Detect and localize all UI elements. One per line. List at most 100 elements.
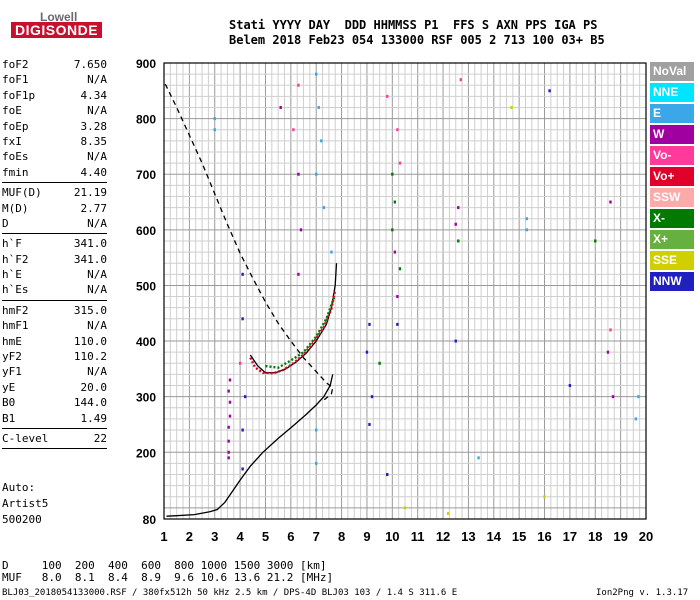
- x-tick-label: 18: [588, 529, 602, 544]
- param-row: h`F2 341.0: [2, 252, 107, 267]
- data-point: [330, 250, 333, 254]
- profile-curve: [166, 374, 334, 517]
- data-point: [396, 128, 399, 132]
- x-tick-label: 12: [436, 529, 450, 544]
- param-row: hmE 110.0: [2, 334, 107, 349]
- x-tick-label: 2: [186, 529, 193, 544]
- param-label: C-level: [2, 431, 49, 445]
- param-label: fmin: [2, 165, 29, 179]
- data-point: [227, 456, 230, 460]
- param-label: yF2: [2, 350, 22, 364]
- param-value: 20.0: [80, 380, 108, 394]
- data-point: [454, 339, 457, 343]
- param-label: h`F2: [2, 252, 29, 266]
- data-point: [398, 161, 402, 165]
- x-tick-label: 19: [613, 529, 627, 544]
- param-label: yE: [2, 380, 16, 394]
- param-value: N/A: [87, 283, 107, 297]
- param-row: h`Es N/A: [2, 282, 107, 297]
- data-point: [446, 511, 450, 515]
- data-point: [227, 439, 230, 443]
- footer-version: Ion2Png v. 1.3.17: [596, 588, 689, 598]
- param-value: N/A: [87, 216, 107, 230]
- param-label: foE: [2, 104, 22, 118]
- param-value: N/A: [87, 104, 107, 118]
- data-point: [317, 105, 320, 109]
- data-point: [609, 200, 612, 204]
- data-point: [241, 467, 244, 471]
- x-tick-label: 14: [487, 529, 502, 544]
- data-point: [391, 228, 394, 232]
- legend-item-x: X+: [650, 230, 694, 249]
- data-point: [634, 417, 638, 421]
- data-point: [510, 105, 513, 109]
- param-row: foEp 3.28: [2, 119, 107, 134]
- data-point: [477, 456, 480, 460]
- auto-artist: Artist5: [2, 497, 49, 510]
- param-value: 315.0: [73, 303, 107, 317]
- data-point: [368, 422, 371, 426]
- param-value: N/A: [87, 73, 107, 87]
- plot-frame: [163, 62, 647, 520]
- data-point: [525, 217, 528, 221]
- y-tick-label: 800: [136, 113, 156, 127]
- data-point: [315, 72, 318, 76]
- param-value: 4.34: [80, 88, 108, 102]
- param-label: h`F: [2, 237, 22, 251]
- param-value: 3.28: [80, 119, 108, 133]
- data-point: [315, 172, 318, 176]
- param-label: M(D): [2, 201, 29, 215]
- data-point: [457, 206, 460, 210]
- legend-item-vo: Vo+: [650, 167, 694, 186]
- legend-item-ssw: SSW: [650, 188, 694, 207]
- param-label: h`Es: [2, 283, 29, 297]
- data-point: [525, 228, 528, 232]
- param-value: 341.0: [73, 252, 107, 266]
- param-row: yF1 N/A: [2, 364, 107, 379]
- profile-curve-dashed: [164, 83, 334, 403]
- param-divider: [2, 182, 107, 184]
- data-point: [213, 128, 216, 132]
- data-point: [322, 206, 326, 210]
- x-tick-label: 4: [236, 529, 244, 544]
- param-label: B0: [2, 396, 16, 410]
- param-value: 110.2: [73, 350, 107, 364]
- data-point: [386, 94, 389, 98]
- param-row: MUF(D) 21.19: [2, 185, 107, 200]
- data-point: [279, 105, 282, 109]
- param-label: hmF2: [2, 303, 29, 317]
- data-point: [393, 200, 397, 204]
- footer-file-info: BLJ03_2018054133000.RSF / 380fx512h 50 k…: [2, 588, 458, 598]
- data-point: [299, 228, 303, 232]
- data-point: [227, 389, 230, 393]
- data-point: [228, 378, 232, 382]
- profile-curve: [249, 263, 338, 374]
- data-point: [454, 222, 457, 226]
- param-row: B0 144.0: [2, 395, 107, 410]
- data-point: [378, 361, 381, 365]
- data-point: [241, 428, 244, 432]
- param-value: 22: [93, 431, 107, 445]
- data-point: [611, 395, 615, 399]
- legend-item-vo: Vo-: [650, 146, 694, 165]
- data-point: [320, 139, 323, 143]
- d-row: D 100 200 400 600 800 1000 1500 3000 [km…: [2, 559, 327, 572]
- param-value: 2.77: [80, 201, 108, 215]
- data-point: [568, 384, 572, 388]
- param-value: 144.0: [73, 396, 107, 410]
- param-row: foF1 N/A: [2, 72, 107, 87]
- muf-row: MUF 8.0 8.1 8.4 8.9 9.6 10.6 13.6 21.2 […: [2, 571, 334, 584]
- data-point: [386, 473, 389, 477]
- param-value: N/A: [87, 150, 107, 164]
- legend-item-nne: NNE: [650, 83, 694, 102]
- x-tick-label: 13: [461, 529, 475, 544]
- param-value: N/A: [87, 319, 107, 333]
- data-point: [398, 267, 402, 271]
- data-point: [368, 322, 371, 326]
- legend-item-sse: SSE: [650, 251, 694, 270]
- param-value: 8.35: [80, 134, 108, 148]
- param-row: fxI 8.35: [2, 134, 107, 149]
- legend-item-w: W: [650, 125, 694, 144]
- x-tick-label: 1: [160, 529, 167, 544]
- auto-label: Auto:: [2, 481, 36, 494]
